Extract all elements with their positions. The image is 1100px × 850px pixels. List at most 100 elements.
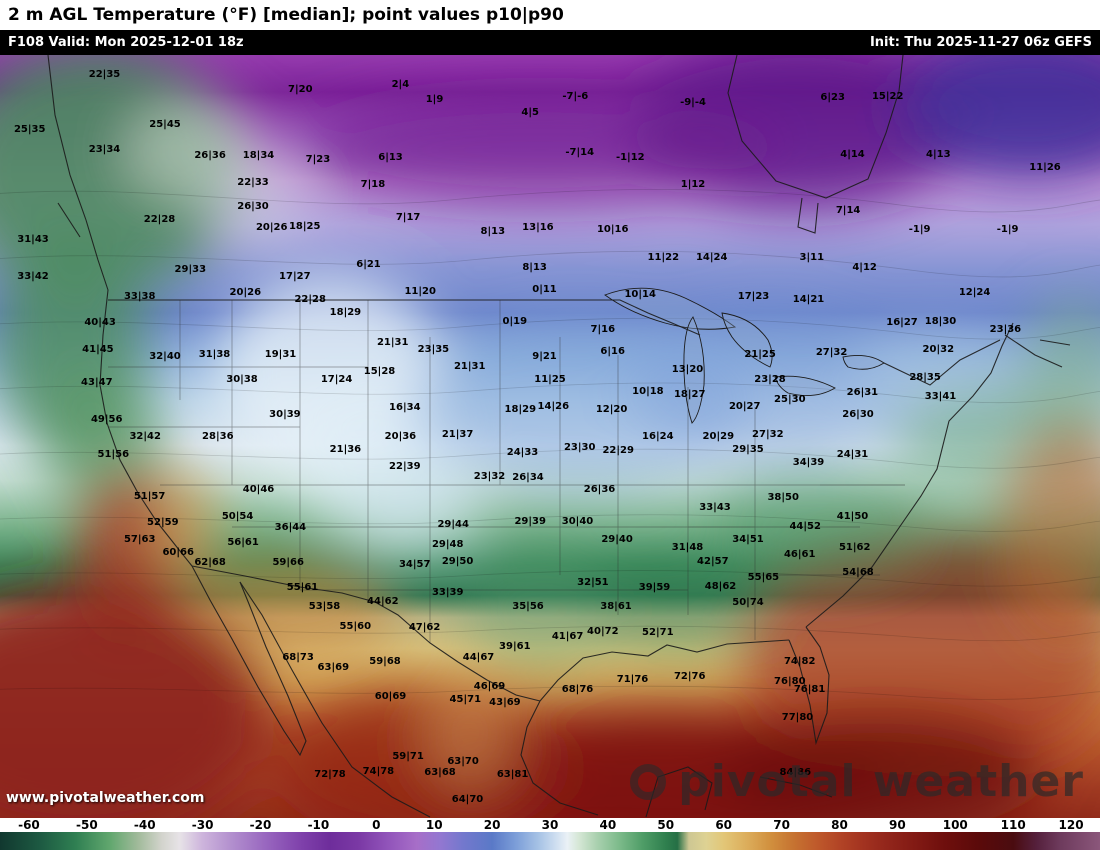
point-value: -7|14 [565,146,595,158]
website-watermark: www.pivotalweather.com [6,790,205,806]
point-value: 22|28 [143,213,176,225]
point-value: 0|11 [532,284,557,295]
point-value: 40|72 [587,625,619,637]
point-value: 47|62 [408,622,441,633]
point-value: 51|57 [133,490,166,502]
point-value: 48|62 [704,580,737,592]
point-value: 20|29 [702,431,735,443]
point-value: 23|34 [88,144,121,156]
colorbar-tick-label: 20 [483,818,501,832]
point-value: 8|13 [480,226,506,238]
point-value: 20|27 [728,400,761,412]
point-value: 28|35 [909,371,941,383]
point-value: 21|36 [329,444,362,456]
point-value: 40|43 [84,316,116,328]
colorbar-tick-label: -40 [133,818,156,832]
point-value: 16|34 [389,402,421,414]
point-value: 4|14 [840,148,865,160]
coastlines-borders [47,55,1071,818]
point-value: 4|12 [852,261,877,273]
point-value: 11|26 [1029,161,1061,173]
colorbar-tick-label: 70 [773,818,790,832]
point-value: 2|4 [391,78,410,90]
point-value: 40|46 [242,483,275,495]
point-value: 23|28 [754,374,786,386]
point-value: 15|22 [871,90,904,102]
colorbar-gradient [0,832,1100,850]
point-value: 26|31 [846,387,879,398]
point-value: 7|17 [395,212,421,224]
point-value: 7|20 [288,84,313,96]
point-value: 44|52 [789,521,821,533]
point-value: 41|50 [836,511,869,523]
point-value: 26|30 [842,409,874,421]
point-value: 56|61 [227,537,259,549]
point-value: 74|78 [362,766,395,778]
point-value: 72|78 [314,769,346,781]
point-value: 33|41 [924,390,957,402]
point-value: 18|25 [288,220,321,232]
point-value: 22|28 [294,293,326,305]
point-value: 38|50 [767,492,799,504]
point-value: 4|13 [926,148,951,160]
point-value: 84|86 [779,766,812,778]
point-value: 59|71 [392,750,424,762]
point-value: -1|9 [908,223,931,235]
point-value: 10|18 [632,386,664,398]
point-value: 1|9 [425,94,444,106]
point-value: 26|30 [237,200,269,212]
point-value: 16|24 [642,431,674,443]
field-regional-blobs [0,55,1100,818]
point-value: 29|48 [431,538,464,550]
point-value: 4|5 [521,106,539,118]
point-value: 46|69 [473,680,506,692]
point-value: 33|38 [123,290,156,302]
point-value: 21|25 [744,348,776,360]
point-value: 21|37 [441,428,474,440]
point-value: 17|27 [279,271,311,283]
pivotal-logo-icon [630,764,667,800]
point-value: 63|70 [447,756,479,768]
point-value: 39|61 [499,641,531,653]
point-value: 33|39 [431,586,464,598]
point-value: 59|66 [272,557,304,569]
point-value: -9|-4 [680,97,706,109]
point-value: 19|31 [264,348,297,360]
point-value: 41|67 [551,631,584,643]
point-value: 26|34 [512,471,544,483]
point-value: 13|20 [671,364,704,376]
point-value: 8|13 [522,261,547,273]
point-value: 6|23 [820,91,845,103]
point-value: 44|62 [367,596,399,608]
point-value: 62|68 [194,557,226,569]
point-value: 55|61 [286,582,319,594]
point-value: 24|31 [836,448,869,460]
point-value: 33|42 [17,271,49,283]
point-value: 51|56 [97,448,130,460]
point-value: 54|68 [842,567,874,579]
colorbar-tick-label: 120 [1058,818,1084,832]
point-value: 1|12 [680,178,706,190]
colorbar-tick-label: 110 [1000,818,1026,832]
point-value: 29|39 [514,515,546,527]
point-value: 30|39 [269,409,301,421]
lakes [604,287,885,424]
colorbar-ticks: -60 -50 -40 -30 -20 -10 0 10 20 30 40 50 60 70 80 90 100… [0,818,1100,832]
colorbar-tick-label: 0 [372,818,381,832]
colorbar-tick-label: 50 [657,818,675,832]
point-value: 31|48 [671,541,704,553]
point-value: 74|82 [783,656,816,668]
point-value: 14|21 [792,293,825,305]
point-value: 30|38 [226,374,258,386]
colorbar-tick-label: -50 [75,818,98,832]
point-value: 45|71 [449,693,482,705]
point-value: 7|18 [360,178,386,190]
point-value: 31|43 [17,233,49,245]
point-value: 31|38 [198,348,231,360]
point-value: 17|23 [737,290,770,302]
point-value: 44|67 [462,651,495,663]
point-value: 57|63 [123,534,156,546]
point-value: 6|16 [600,345,625,357]
colorbar-tick-label: 30 [541,818,559,832]
colorbar-tick-label: 80 [831,818,848,832]
